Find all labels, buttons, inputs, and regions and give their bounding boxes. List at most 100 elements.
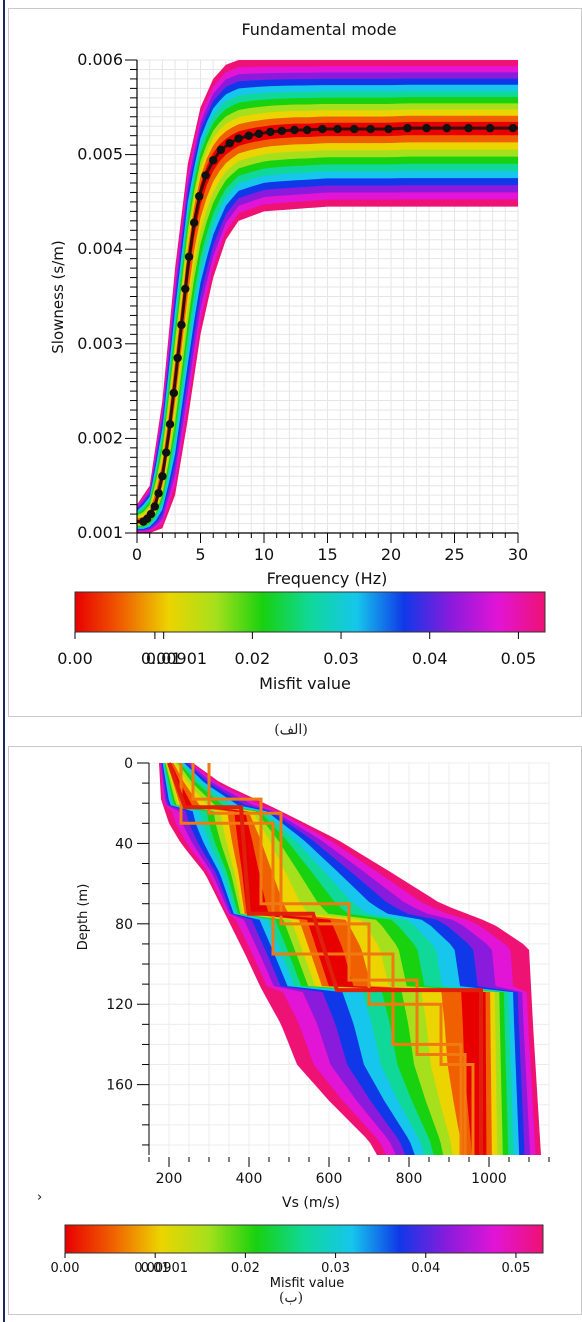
colorbar-tick-label: 0.02 bbox=[231, 1261, 260, 1276]
colorbar-min-label: 0.00901 bbox=[134, 1261, 188, 1276]
observed-point bbox=[442, 123, 452, 133]
best-profile bbox=[167, 762, 483, 1155]
observed-point bbox=[403, 123, 412, 133]
y-tick-label: 160 bbox=[106, 1078, 133, 1094]
y-axis-label: Depth (m) bbox=[76, 884, 91, 951]
observed-point bbox=[162, 448, 171, 457]
observed-point bbox=[485, 123, 495, 133]
y-tick-label: 0 bbox=[124, 756, 133, 772]
observed-point bbox=[216, 145, 226, 155]
x-tick-label: 30 bbox=[508, 545, 528, 564]
misfit-band bbox=[137, 84, 518, 529]
observed-point bbox=[169, 388, 179, 398]
observed-point bbox=[177, 320, 186, 330]
x-tick-label: 800 bbox=[396, 1171, 423, 1187]
colorbar-label: Misfit value bbox=[270, 1276, 345, 1291]
y-tick-label: 0.004 bbox=[77, 239, 123, 258]
good-profile bbox=[207, 763, 475, 1155]
observed-point bbox=[290, 125, 299, 135]
observed-point bbox=[158, 472, 167, 481]
x-tick-label: 600 bbox=[316, 1171, 343, 1187]
velocity-panel: 200 400 600 800 1000 0 40 80 120 160 › Vs (m/s) D… bbox=[8, 746, 582, 1315]
y-axis-label: Slowness (s/m) bbox=[49, 240, 67, 353]
colorbar-tick-label: 0.05 bbox=[501, 649, 537, 668]
colorbar-tick-label: 0.04 bbox=[412, 649, 448, 668]
observed-point bbox=[266, 127, 275, 137]
chart-title: Fundamental mode bbox=[241, 20, 396, 39]
colorbar-tick-label: 0.04 bbox=[411, 1261, 440, 1276]
observed-point bbox=[225, 139, 234, 148]
misfit-ensemble bbox=[159, 763, 541, 1155]
y-tick-label: 0.002 bbox=[77, 428, 123, 447]
y-tick-label: 0.006 bbox=[77, 50, 123, 69]
colorbar bbox=[64, 1224, 544, 1254]
colorbar-ticks: 0.00 0.01 0.02 0.03 0.04 0.05 0.00901 bbox=[51, 1253, 530, 1276]
observed-point bbox=[189, 218, 199, 227]
dispersion-panel: Fundamental mode 0 5 10 15 20 25 30 0.001 0.002 0… bbox=[8, 8, 582, 717]
colorbar-label: Misfit value bbox=[259, 674, 351, 693]
observed-point bbox=[195, 192, 204, 201]
observed-point bbox=[302, 125, 312, 135]
y-tick-label: 0.003 bbox=[77, 334, 123, 353]
colorbar-tick-label: 0.03 bbox=[323, 649, 359, 668]
x-axis-label: Vs (m/s) bbox=[282, 1195, 340, 1211]
y-tick-label: 80 bbox=[115, 917, 133, 933]
x-tick-label: 200 bbox=[156, 1171, 183, 1187]
x-tick-label: 1000 bbox=[471, 1171, 507, 1187]
x-axis-label: Frequency (Hz) bbox=[267, 569, 388, 588]
observed-point bbox=[422, 123, 431, 133]
observed-point bbox=[181, 284, 190, 294]
model-curve bbox=[137, 126, 518, 524]
observed-point bbox=[146, 509, 156, 519]
good-profile bbox=[179, 763, 463, 1155]
observed-point bbox=[277, 126, 286, 136]
velocity-profile-chart: 200 400 600 800 1000 0 40 80 120 160 › Vs (m/s) D… bbox=[37, 756, 550, 1291]
dispersion-chart: Fundamental mode 0 5 10 15 20 25 300.0010.0020… bbox=[49, 20, 546, 693]
observed-point bbox=[154, 489, 163, 498]
x-tick-label: 20 bbox=[381, 545, 401, 564]
side-mark: › bbox=[37, 1190, 42, 1205]
observed-point bbox=[150, 502, 159, 511]
observed-point bbox=[384, 124, 393, 134]
colorbar-tick-label: 0.01 bbox=[141, 1261, 170, 1276]
observed-point bbox=[464, 123, 473, 133]
colorbar-min-label: 0.00901 bbox=[141, 649, 207, 668]
observed-point bbox=[209, 156, 218, 165]
y-tick-label: 40 bbox=[115, 836, 133, 852]
observed-point bbox=[165, 420, 175, 429]
observed-point bbox=[508, 123, 518, 133]
observed-point bbox=[201, 171, 210, 180]
left-border bbox=[3, 0, 5, 1322]
axes: 0 5 10 15 20 25 30 0.001 0.002 0.003 0.004 0.005 0.0… bbox=[77, 50, 528, 564]
x-tick-label: 10 bbox=[254, 545, 274, 564]
colorbar-tick-label: 0.03 bbox=[321, 1261, 350, 1276]
observed-point bbox=[366, 124, 375, 134]
colorbar-tick-label: 0.02 bbox=[235, 649, 271, 668]
caption-b: (ب) bbox=[278, 1290, 304, 1306]
x-tick-label: 25 bbox=[444, 545, 464, 564]
colorbar-tick-label: 0.00 bbox=[51, 1261, 80, 1276]
caption-a: (الف) bbox=[274, 722, 308, 738]
colorbar-tick-label: 0.00 bbox=[57, 649, 93, 668]
axes: 200 400 600 800 1000 0 40 80 120 160 bbox=[106, 756, 550, 1187]
observed-point bbox=[254, 129, 264, 138]
y-tick-label: 0.005 bbox=[77, 145, 123, 164]
colorbar bbox=[74, 591, 546, 633]
colorbar-tick-label: 0.05 bbox=[501, 1261, 530, 1276]
observed-point bbox=[333, 124, 342, 134]
x-tick-label: 0 bbox=[132, 545, 142, 564]
colorbar-tick-label: 0.01 bbox=[146, 649, 182, 668]
misfit-ensemble bbox=[137, 60, 518, 533]
observed-point bbox=[244, 131, 253, 140]
colorbar-ticks: 0.00 0.01 0.02 0.03 0.04 0.05 0.00901 bbox=[57, 632, 536, 668]
observed-point bbox=[318, 124, 327, 134]
x-tick-label: 15 bbox=[317, 545, 337, 564]
observed-point bbox=[349, 124, 359, 134]
observed-point bbox=[173, 353, 182, 363]
observed-points bbox=[139, 123, 518, 526]
x-tick-label: 400 bbox=[236, 1171, 263, 1187]
y-tick-label: 0.001 bbox=[77, 523, 123, 542]
x-tick-label: 5 bbox=[195, 545, 205, 564]
observed-point bbox=[184, 252, 194, 261]
